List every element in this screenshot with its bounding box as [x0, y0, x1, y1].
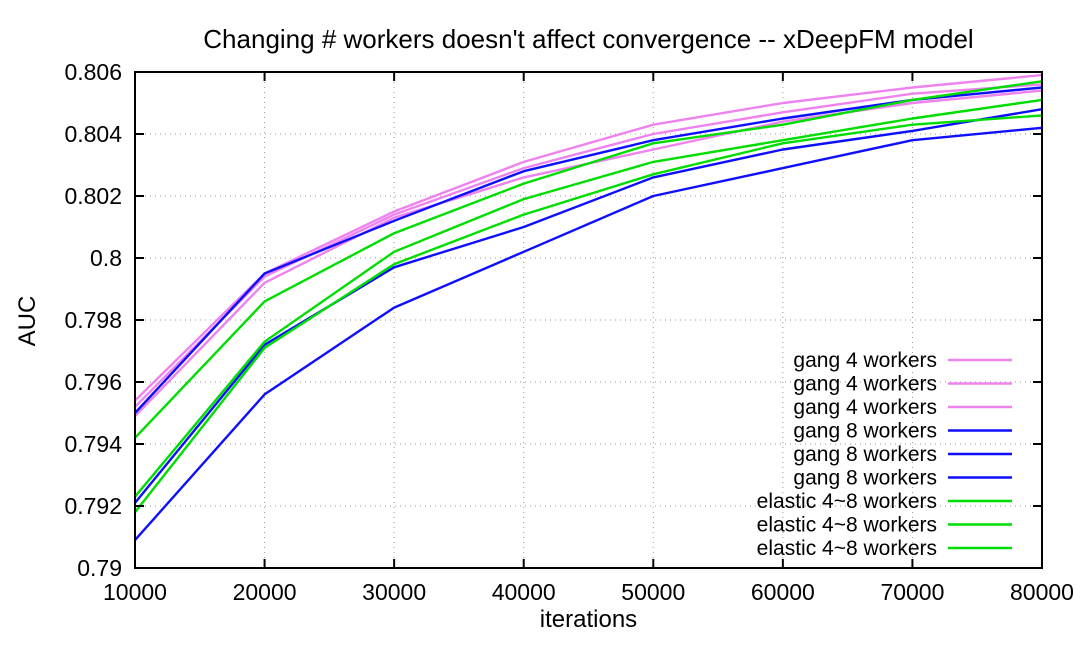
series-line-0 — [134, 73, 1043, 402]
y-tick-label: 0.79 — [77, 555, 122, 581]
x-tick-label: 30000 — [362, 579, 426, 605]
legend-entry: gang 4 workers — [793, 349, 1012, 372]
y-tick-label: 0.8 — [90, 245, 122, 271]
legend-entry: elastic 4~8 workers — [757, 514, 1012, 537]
legend-entry: elastic 4~8 workers — [757, 490, 1012, 513]
legend-label: elastic 4~8 workers — [757, 514, 937, 537]
legend-label: gang 8 workers — [793, 420, 937, 443]
legend-label: gang 4 workers — [793, 373, 937, 396]
series-line-4 — [134, 108, 1043, 504]
legend-entry: gang 8 workers — [793, 420, 1012, 443]
x-tick-label: 40000 — [492, 579, 556, 605]
x-tick-label: 10000 — [103, 579, 167, 605]
series-line-5 — [134, 126, 1043, 541]
y-tick-label: 0.798 — [64, 307, 122, 333]
chart-title: Changing # workers doesn't affect conver… — [203, 24, 974, 54]
series-line-6 — [134, 80, 1043, 439]
legend-entry: gang 4 workers — [793, 373, 1012, 396]
y-tick-label: 0.792 — [64, 493, 122, 519]
legend-label: gang 8 workers — [793, 443, 937, 466]
legend-label: elastic 4~8 workers — [757, 537, 937, 560]
x-tick-label: 80000 — [1010, 579, 1074, 605]
legend-entry: gang 8 workers — [793, 467, 1012, 490]
y-tick-label: 0.806 — [64, 59, 122, 85]
legend-entry: gang 8 workers — [793, 443, 1012, 466]
x-tick-label: 70000 — [880, 579, 944, 605]
legend-label: gang 4 workers — [793, 349, 937, 372]
series-line-8 — [134, 114, 1043, 513]
y-tick-label: 0.804 — [64, 121, 122, 147]
series-line-1 — [134, 83, 1043, 408]
x-tick-label: 20000 — [233, 579, 297, 605]
legend-entry: elastic 4~8 workers — [757, 537, 1012, 560]
y-tick-label: 0.802 — [64, 183, 122, 209]
x-axis-label: iterations — [539, 606, 638, 633]
y-tick-label: 0.796 — [64, 369, 122, 395]
y-tick-label: 0.794 — [64, 431, 122, 457]
x-tick-label: 50000 — [621, 579, 685, 605]
series-line-7 — [134, 98, 1043, 498]
legend-label: elastic 4~8 workers — [757, 490, 937, 513]
legend-label: gang 8 workers — [793, 467, 937, 490]
x-tick-label: 60000 — [751, 579, 815, 605]
legend-label: gang 4 workers — [793, 396, 937, 419]
legend-entry: gang 4 workers — [793, 396, 1012, 419]
